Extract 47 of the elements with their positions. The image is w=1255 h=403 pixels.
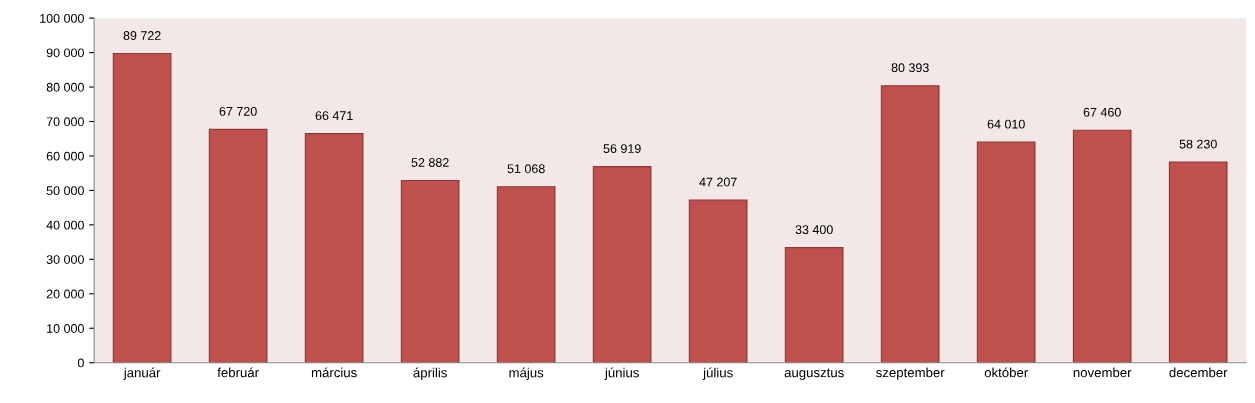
data-label: 47 207 bbox=[699, 177, 737, 187]
x-tick-label: június bbox=[604, 367, 639, 381]
data-label: 80 393 bbox=[891, 63, 929, 73]
x-tick-label: május bbox=[509, 367, 544, 381]
x-tick-label: szeptember bbox=[876, 367, 945, 380]
data-label: 89 722 bbox=[123, 31, 161, 40]
y-tick-label: 70 000 bbox=[46, 117, 84, 127]
data-label: 51 068 bbox=[507, 164, 545, 174]
bar bbox=[208, 128, 268, 363]
y-tick-label: 100 000 bbox=[40, 13, 84, 23]
x-tick-label: december bbox=[1169, 367, 1228, 378]
y-tick-label: 20 000 bbox=[46, 289, 84, 299]
x-tick-label: január bbox=[123, 367, 161, 381]
bar bbox=[784, 247, 844, 363]
bar bbox=[592, 166, 652, 363]
bar bbox=[496, 186, 556, 363]
bar bbox=[1168, 161, 1228, 363]
data-label: 67 720 bbox=[219, 106, 257, 116]
y-tick-label: 50 000 bbox=[46, 186, 84, 196]
y-tick-label: 0 bbox=[77, 358, 84, 368]
bar bbox=[688, 199, 748, 363]
x-tick-label: október bbox=[984, 367, 1028, 378]
bar bbox=[400, 179, 460, 363]
data-label: 33 400 bbox=[795, 225, 833, 235]
data-label: 56 919 bbox=[603, 144, 641, 153]
x-tick-label: február bbox=[217, 367, 259, 378]
y-tick-label: 30 000 bbox=[46, 255, 84, 264]
y-tick-label: 80 000 bbox=[46, 82, 84, 92]
y-tick-label: 40 000 bbox=[46, 220, 84, 230]
data-label: 66 471 bbox=[315, 111, 353, 121]
bar bbox=[1072, 129, 1132, 363]
bar bbox=[304, 133, 364, 363]
data-label: 52 882 bbox=[411, 158, 449, 167]
bar bbox=[976, 141, 1036, 363]
y-tick-label: 90 000 bbox=[46, 48, 84, 58]
x-tick-label: augusztus bbox=[784, 368, 844, 380]
x-tick-label: március bbox=[311, 367, 357, 378]
y-tick-label: 10 000 bbox=[47, 324, 84, 333]
data-label: 58 230 bbox=[1179, 139, 1217, 149]
x-tick-label: július bbox=[702, 367, 733, 381]
x-tick-label: november bbox=[1073, 367, 1132, 378]
bar bbox=[880, 85, 940, 363]
x-tick-label: április bbox=[413, 367, 447, 381]
y-tick-label: 60 000 bbox=[46, 151, 84, 161]
data-label: 64 010 bbox=[987, 119, 1025, 129]
data-label: 67 460 bbox=[1083, 107, 1121, 117]
bar bbox=[112, 52, 172, 363]
